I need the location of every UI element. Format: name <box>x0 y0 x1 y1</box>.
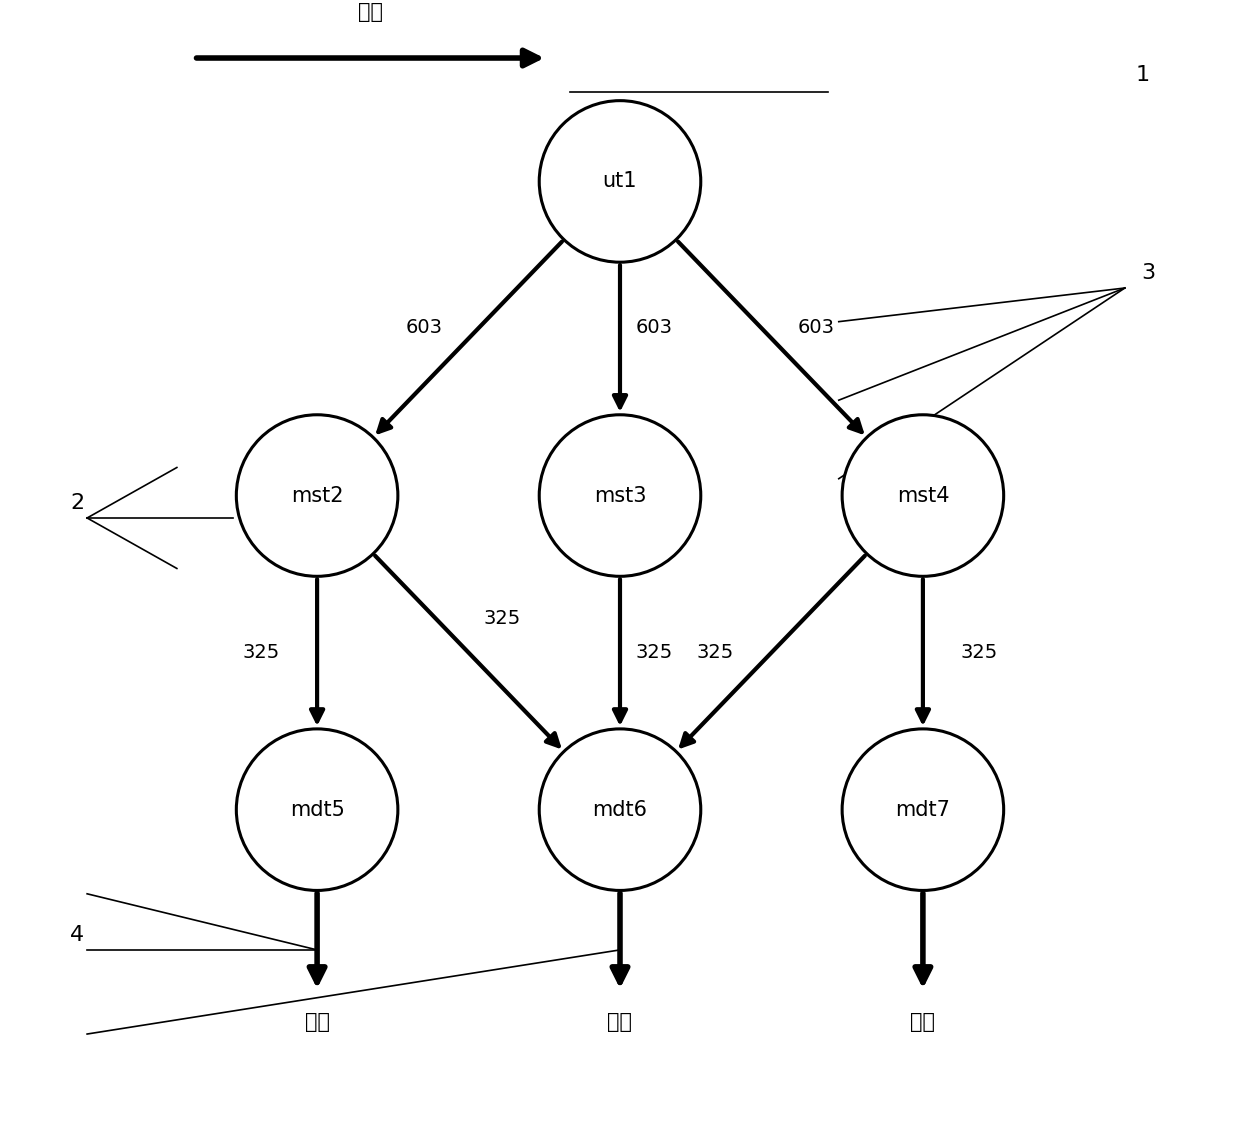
Circle shape <box>842 729 1003 891</box>
Text: 1: 1 <box>1136 65 1151 85</box>
Circle shape <box>539 100 701 263</box>
Text: 325: 325 <box>242 643 280 662</box>
Text: mdt6: mdt6 <box>593 799 647 820</box>
Text: mst3: mst3 <box>594 485 646 506</box>
Text: 输出: 输出 <box>305 1012 330 1031</box>
Text: 输入: 输入 <box>358 2 383 22</box>
Circle shape <box>237 729 398 891</box>
Text: 4: 4 <box>71 925 84 946</box>
Text: 325: 325 <box>697 643 734 662</box>
Text: 325: 325 <box>635 643 672 662</box>
Text: 3: 3 <box>1142 264 1156 283</box>
Circle shape <box>539 415 701 577</box>
Text: 603: 603 <box>635 317 672 337</box>
Circle shape <box>237 415 398 577</box>
Text: mdt5: mdt5 <box>290 799 345 820</box>
Text: 输出: 输出 <box>608 1012 632 1031</box>
Text: 603: 603 <box>405 317 443 337</box>
Text: ut1: ut1 <box>603 171 637 192</box>
Text: 325: 325 <box>484 610 521 628</box>
Text: 603: 603 <box>797 317 835 337</box>
Text: 2: 2 <box>71 493 84 514</box>
Text: mst2: mst2 <box>291 485 343 506</box>
Circle shape <box>842 415 1003 577</box>
Text: 输出: 输出 <box>910 1012 935 1031</box>
Text: 325: 325 <box>960 643 998 662</box>
Text: mst4: mst4 <box>897 485 949 506</box>
Circle shape <box>539 729 701 891</box>
Text: mdt7: mdt7 <box>895 799 950 820</box>
